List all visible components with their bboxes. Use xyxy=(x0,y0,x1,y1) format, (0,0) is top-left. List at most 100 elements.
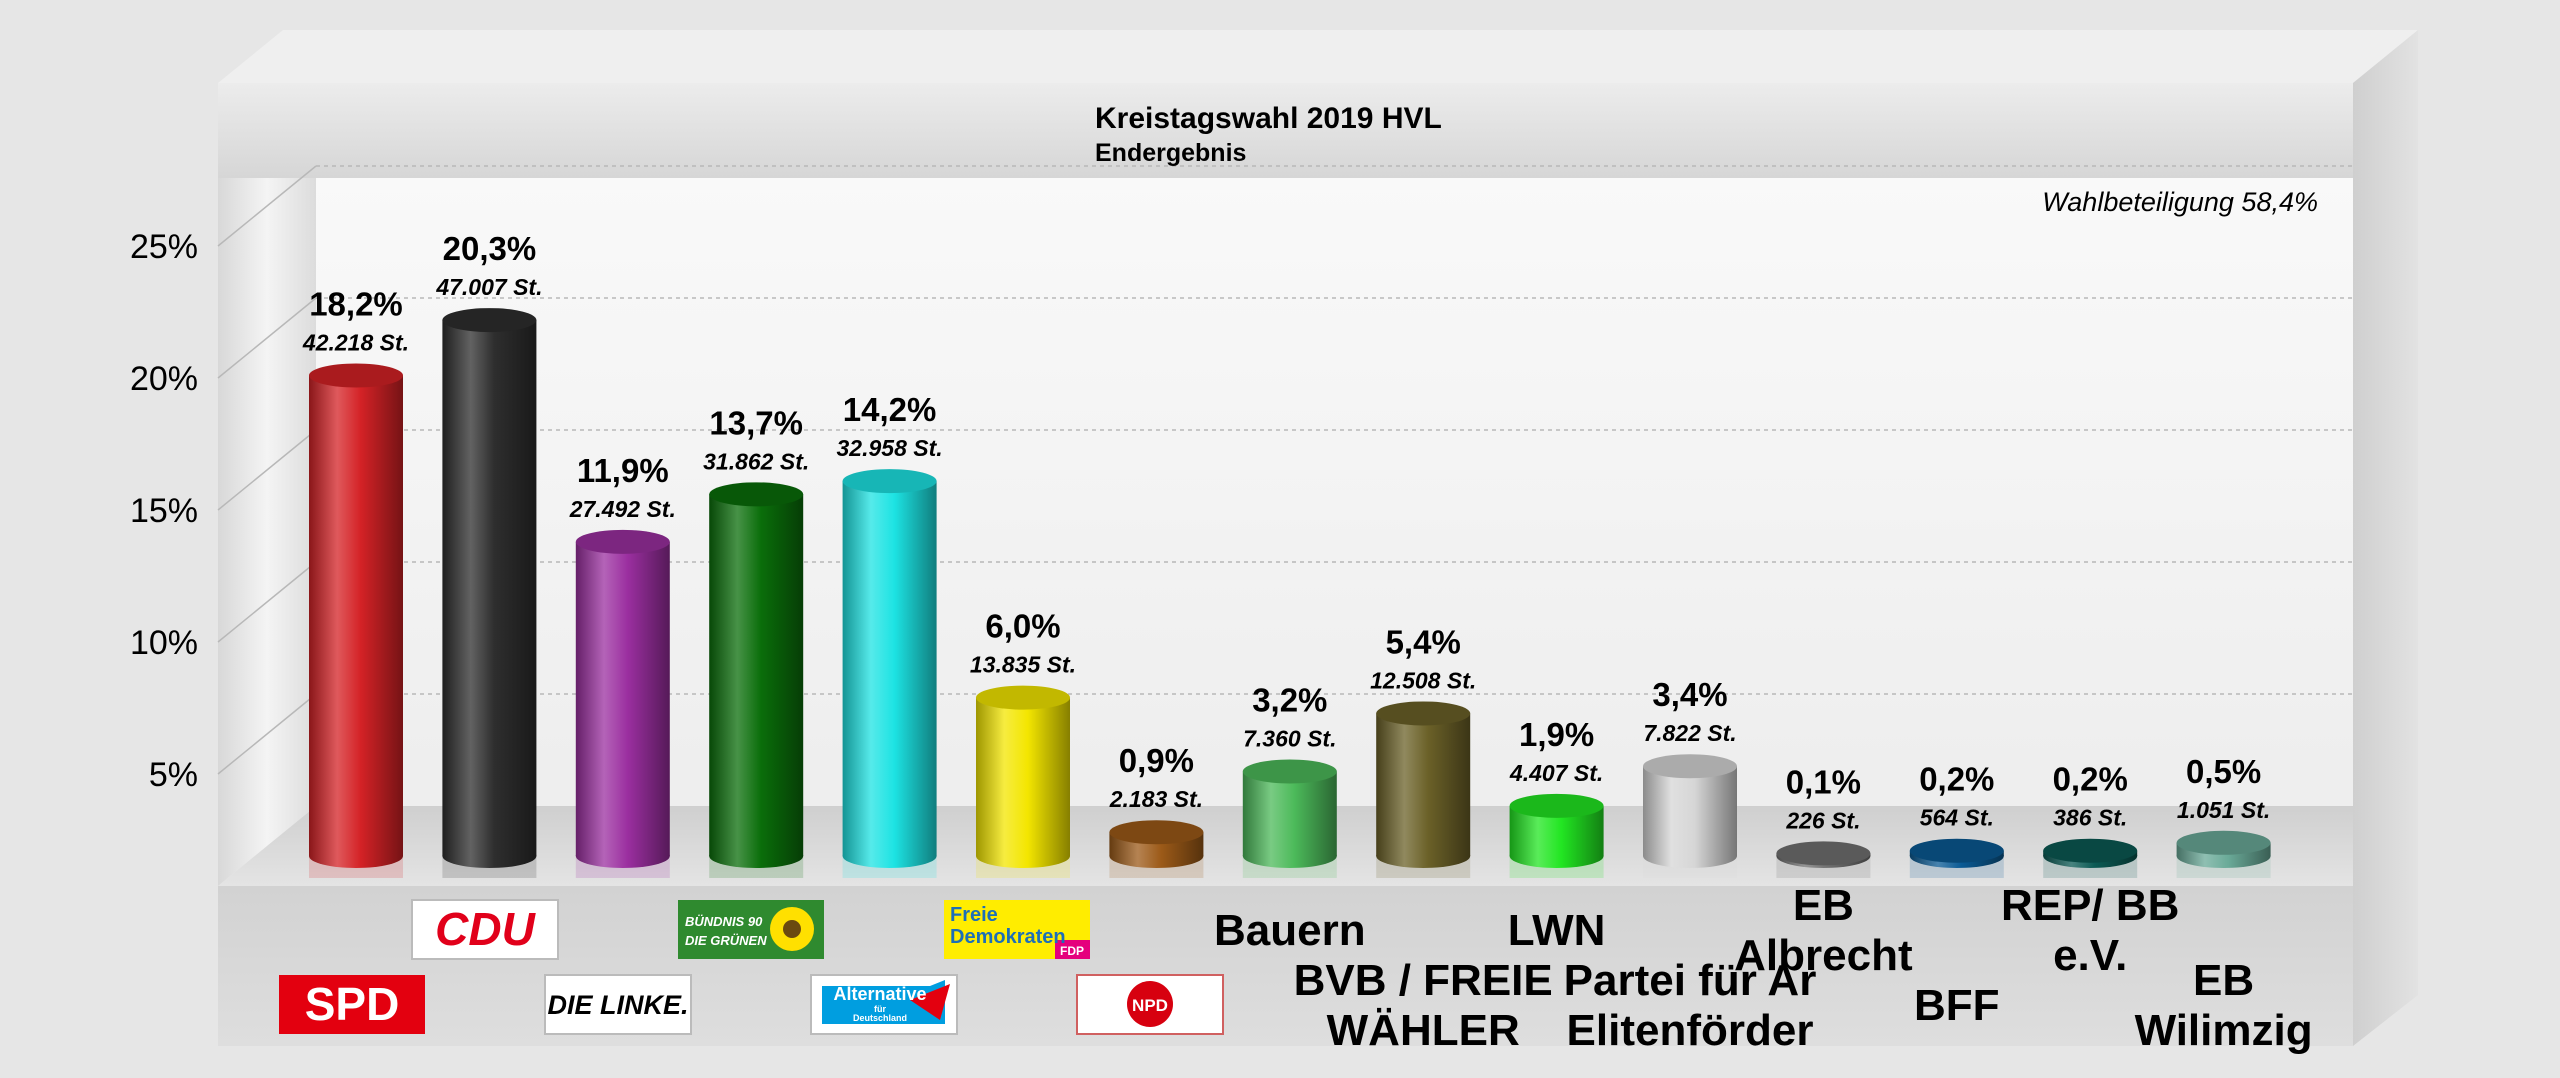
gridline-side xyxy=(217,165,317,247)
spd-logo: SPD xyxy=(279,975,425,1034)
bar-base xyxy=(1643,844,1737,868)
plot-side-wall xyxy=(218,178,316,886)
bar-base xyxy=(1242,844,1337,868)
npd-logo: NPD xyxy=(1076,974,1224,1035)
npd-logo-text: NPD xyxy=(1132,996,1168,1015)
turnout-annotation: Wahlbeteiligung 58,4% xyxy=(2042,187,2318,217)
bar-base xyxy=(1109,844,1204,868)
bar-body xyxy=(1376,713,1471,856)
bar-value-labels: 18,2% 42.218 St. 20,3% 47.007 St. 11,9% 27.49… xyxy=(302,230,2270,833)
y-tick-label: 20% xyxy=(130,360,198,398)
bar-votes-label: 31.862 St. xyxy=(703,448,809,474)
bar xyxy=(976,685,1070,878)
bar xyxy=(1242,759,1337,878)
bar-votes-label: 4.407 St. xyxy=(1509,760,1603,786)
afd-arrow-icon xyxy=(822,980,945,1024)
y-tick-label: 5% xyxy=(149,756,198,794)
bar-top xyxy=(1909,838,2004,863)
bar-top xyxy=(575,529,670,554)
bar xyxy=(1376,701,1471,878)
bar-body xyxy=(1643,766,1737,856)
bar-top xyxy=(1509,793,1604,818)
bar-body xyxy=(842,481,937,856)
gruene-logo-line2: DIE GRÜNEN xyxy=(685,933,767,948)
bar xyxy=(1776,841,1871,878)
bar-base xyxy=(976,844,1070,868)
bar-votes-label: 32.958 St. xyxy=(837,435,943,461)
bar-top xyxy=(709,482,804,507)
bar-top xyxy=(1643,754,1737,779)
bar-votes-label: 226 St. xyxy=(1785,807,1860,833)
bar xyxy=(575,529,670,878)
party-text-label: BFF xyxy=(1914,981,2000,1030)
bar-votes-label: 27.492 St. xyxy=(569,496,676,522)
bar-top xyxy=(1109,820,1204,845)
party-text-label: LWN xyxy=(1508,906,1606,955)
afd-logo-line2: für xyxy=(874,1004,886,1014)
bar-top xyxy=(442,308,537,333)
bars xyxy=(309,308,2271,878)
bar-votes-label: 1.051 St. xyxy=(2177,797,2270,823)
party-text-label: Partei für Ar Elitenförder xyxy=(1564,956,1817,1055)
bar-base xyxy=(1509,844,1604,868)
bar xyxy=(1643,754,1737,878)
bar-base xyxy=(1376,844,1471,868)
bar-percent-label: 13,7% xyxy=(709,404,803,441)
bar xyxy=(2043,838,2138,878)
bar-percent-label: 0,2% xyxy=(2053,761,2128,798)
bar xyxy=(1509,793,1604,878)
bar xyxy=(709,482,804,878)
spd-logo-text: SPD xyxy=(305,978,400,1030)
frame-right-face xyxy=(2353,30,2418,1046)
bar-percent-label: 0,2% xyxy=(1919,761,1994,798)
cdu-logo-text: CDU xyxy=(435,903,536,955)
bar-votes-label: 47.007 St. xyxy=(435,274,542,300)
frame-header xyxy=(218,83,2353,178)
party-text-label: EB Wilimzig xyxy=(2135,956,2313,1055)
bar-top xyxy=(1376,701,1471,726)
fdp-logo-line1: Freie xyxy=(950,904,998,926)
bar-top xyxy=(1776,841,1871,866)
gridline-side xyxy=(217,429,317,511)
bar-percent-label: 5,4% xyxy=(1386,623,1461,660)
bar-body xyxy=(709,494,804,856)
bar-top xyxy=(2176,830,2271,855)
y-tick-label: 25% xyxy=(130,228,198,266)
gruene-logo-line1: BÜNDNIS 90 xyxy=(685,914,763,929)
bar-base xyxy=(842,844,937,868)
bar-body xyxy=(442,320,537,857)
bar-percent-label: 3,2% xyxy=(1252,682,1327,719)
bar xyxy=(842,469,937,878)
y-tick-label: 15% xyxy=(130,492,198,530)
bar-votes-label: 12.508 St. xyxy=(1370,667,1476,693)
bar-votes-label: 2.183 St. xyxy=(1109,786,1203,812)
gridline-side xyxy=(217,693,317,775)
bar-top xyxy=(2043,838,2138,863)
bar-percent-label: 14,2% xyxy=(843,391,937,428)
bar-votes-label: 7.822 St. xyxy=(1643,720,1736,746)
bar-votes-label: 564 St. xyxy=(1920,805,1994,831)
bar-base xyxy=(309,844,403,868)
bar-votes-label: 386 St. xyxy=(2053,805,2127,831)
bar-percent-label: 18,2% xyxy=(309,286,403,323)
frame-top-face xyxy=(218,30,2418,83)
bar xyxy=(1909,838,2004,878)
bar-top xyxy=(1242,759,1337,784)
bar-percent-label: 0,1% xyxy=(1786,763,1861,800)
party-text-label: REP/ BB e.V. xyxy=(2001,881,2179,980)
bar-base xyxy=(709,844,804,868)
party-text-label: Bauern xyxy=(1214,906,1366,955)
bar-votes-label: 7.360 St. xyxy=(1243,726,1336,752)
bar-percent-label: 6,0% xyxy=(985,608,1060,645)
bar-percent-label: 11,9% xyxy=(577,452,669,489)
bar-percent-label: 20,3% xyxy=(443,230,537,267)
afd-logo-line3: Deutschland xyxy=(853,1013,907,1023)
party-text-label: BVB / FREIE WÄHLER xyxy=(1294,956,1553,1055)
bar-percent-label: 1,9% xyxy=(1519,716,1594,753)
chart-title: Kreistagswahl 2019 HVL xyxy=(1095,102,1442,135)
bar-top xyxy=(309,363,403,388)
afd-logo-line1: Alternative xyxy=(833,984,926,1004)
bar-top xyxy=(842,469,937,494)
bar-body xyxy=(309,375,403,856)
